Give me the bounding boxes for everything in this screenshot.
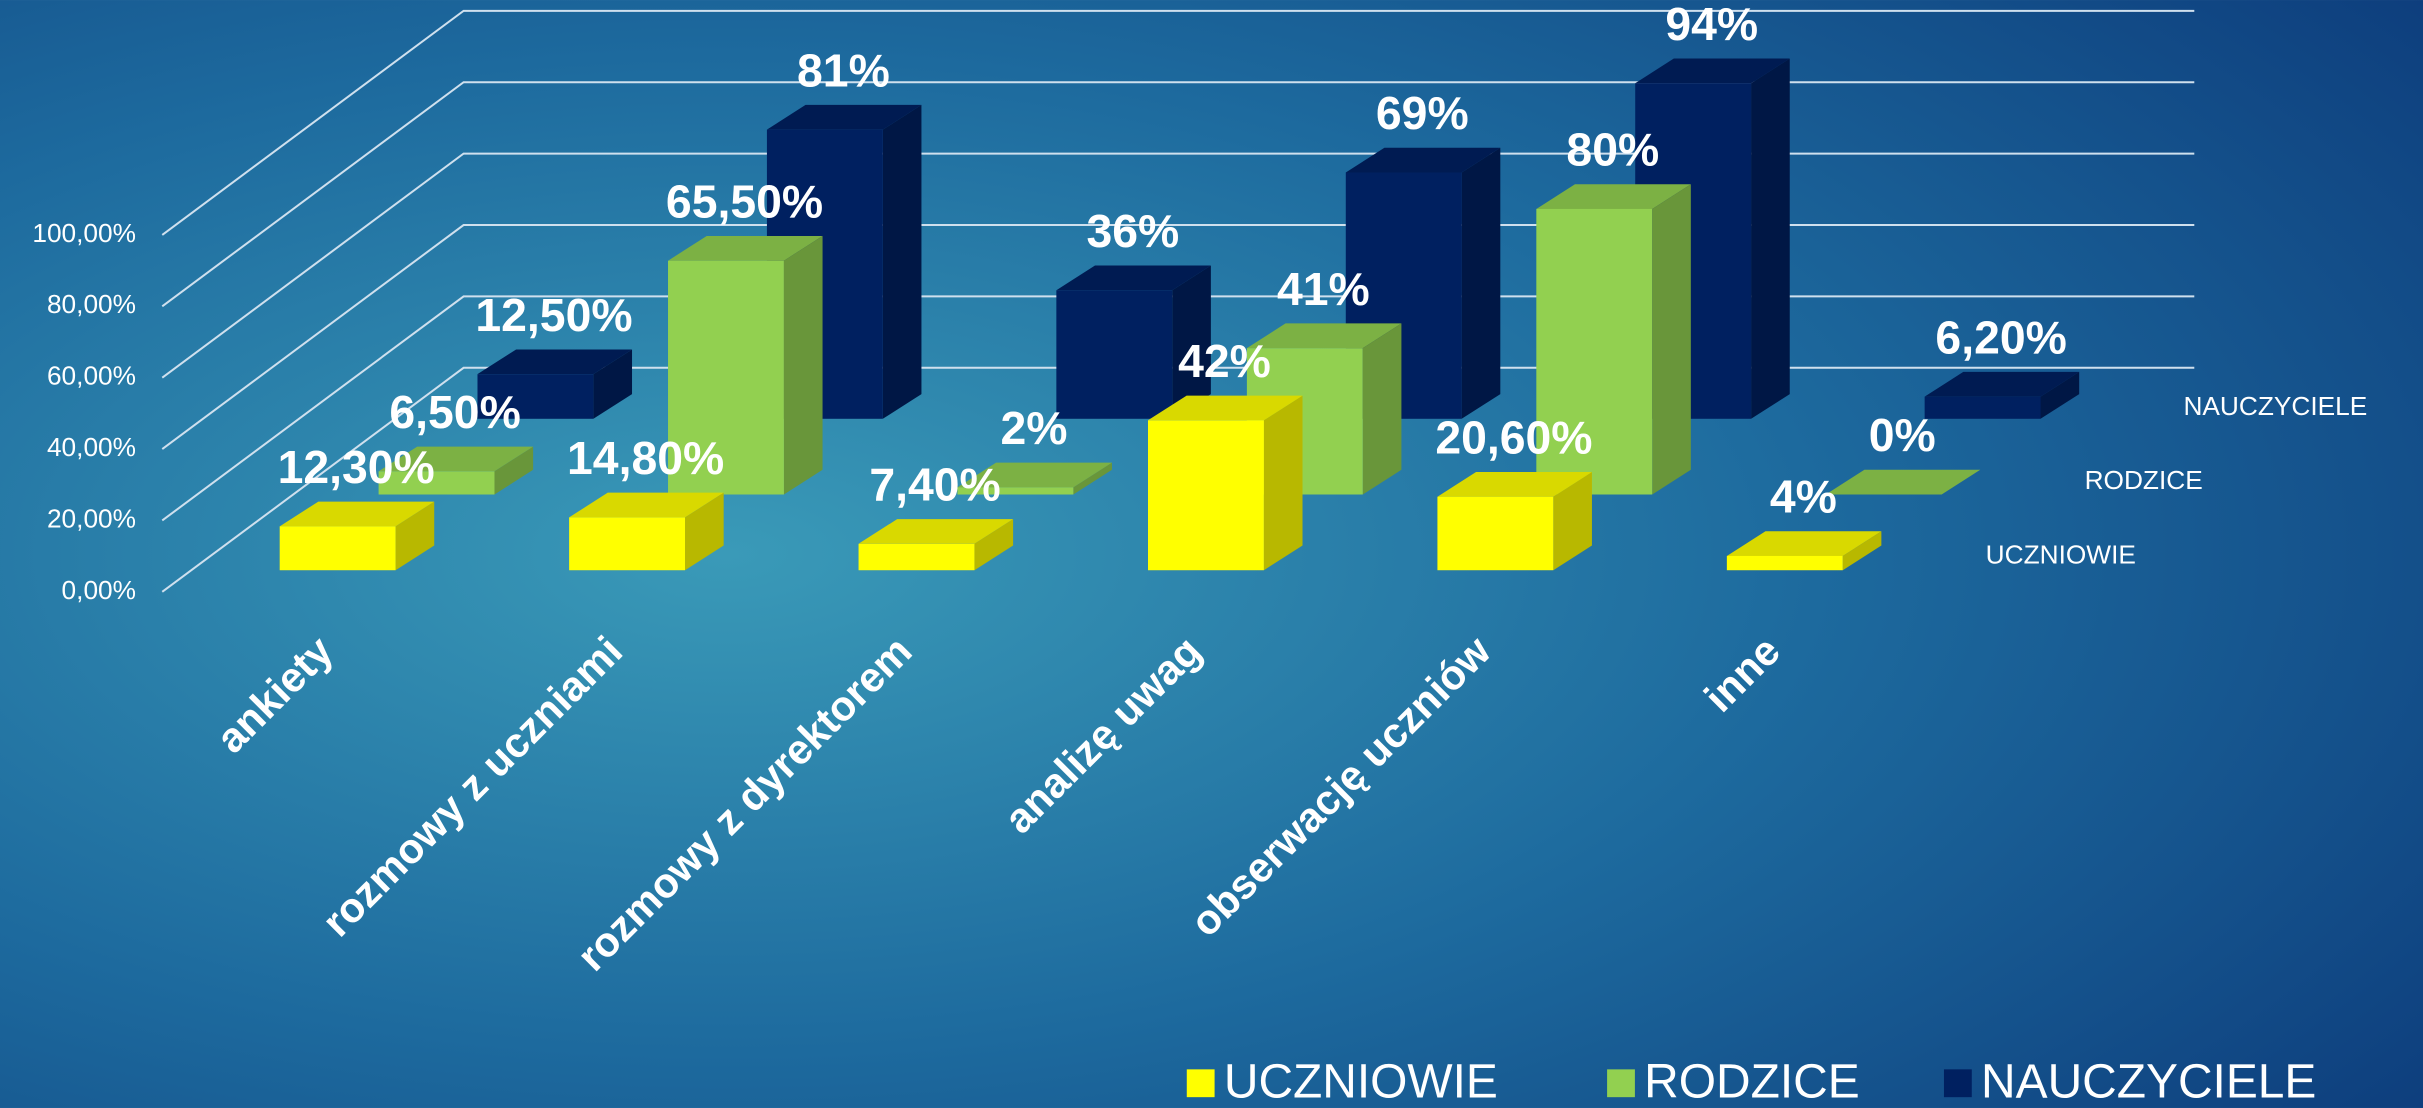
- legend-label: UCZNIOWIE: [1224, 1055, 1498, 1108]
- data-label: 0%: [1869, 409, 1936, 461]
- data-label: 94%: [1665, 0, 1758, 50]
- bar: [279, 526, 396, 571]
- data-label: 80%: [1566, 124, 1659, 176]
- bar-side: [1172, 265, 1211, 419]
- bar: [378, 471, 495, 495]
- bar: [1147, 420, 1264, 571]
- y-tick-label: 0,00%: [62, 575, 136, 605]
- bar-top: [1246, 323, 1402, 349]
- bar: [1437, 496, 1554, 571]
- grid-line: [161, 81, 2195, 308]
- data-label: 14,80%: [567, 432, 724, 484]
- data-label: 69%: [1376, 87, 1469, 139]
- bar-top: [668, 235, 823, 261]
- bar-top: [957, 462, 1112, 488]
- y-tick-label: 20,00%: [47, 503, 136, 533]
- bar-side: [685, 492, 724, 571]
- bar-top: [1536, 184, 1691, 209]
- bar-top: [1635, 58, 1790, 84]
- bar-side: [593, 349, 633, 419]
- data-label: 81%: [797, 44, 890, 96]
- bar-side: [1073, 462, 1112, 495]
- y-tick-label: 80,00%: [47, 289, 136, 319]
- data-label: 6,20%: [1935, 311, 2066, 363]
- grid-line: [161, 9, 2195, 236]
- bar-side: [1842, 531, 1882, 571]
- depth-label: NAUCZYCIELE: [2183, 391, 2367, 421]
- bar: [1924, 396, 2041, 419]
- depth-label: RODZICE: [2085, 465, 2203, 495]
- bar-side: [1263, 395, 1303, 571]
- legend-swatch: [1943, 1069, 1972, 1098]
- data-label: 12,30%: [278, 441, 435, 493]
- data-label: 2%: [1000, 402, 1067, 454]
- bar: [569, 517, 686, 571]
- bar: [1536, 208, 1653, 495]
- bar-side: [1751, 58, 1790, 419]
- bar: [957, 487, 1074, 495]
- legend-label: RODZICE: [1644, 1055, 1860, 1108]
- bar-side: [1652, 184, 1691, 495]
- data-label: 4%: [1770, 471, 1837, 523]
- data-label: 36%: [1086, 205, 1179, 257]
- bar: [1056, 290, 1173, 419]
- bar-top: [569, 492, 724, 518]
- legend-swatch: [1607, 1069, 1635, 1098]
- bar-side: [1553, 471, 1592, 571]
- bar-top: [1825, 469, 1981, 495]
- y-tick-label: 60,00%: [47, 361, 136, 391]
- data-label: 42%: [1178, 335, 1271, 387]
- bar-top: [1726, 531, 1882, 556]
- bar-top: [858, 519, 1014, 544]
- bar: [477, 374, 594, 419]
- bar-top: [1924, 371, 2080, 397]
- legend-label: NAUCZYCIELE: [1981, 1055, 2316, 1108]
- bar-top: [477, 349, 633, 375]
- bar-side: [783, 235, 823, 495]
- legend-swatch: [1186, 1069, 1215, 1098]
- bar-top: [1056, 265, 1211, 291]
- data-label: 41%: [1277, 263, 1370, 315]
- grid-line: [161, 152, 2195, 379]
- bar-top: [279, 501, 435, 527]
- data-label: 12,50%: [475, 289, 632, 341]
- bar-side: [1362, 323, 1402, 495]
- bar-side: [494, 446, 534, 495]
- y-tick-label: 40,00%: [47, 432, 136, 462]
- bar: [858, 543, 975, 571]
- bar-side: [974, 519, 1014, 571]
- bar-side: [1461, 147, 1501, 419]
- bar-side: [395, 501, 435, 571]
- bar-top: [378, 446, 534, 472]
- bar-top: [766, 104, 922, 130]
- depth-label: UCZNIOWIE: [1986, 539, 2136, 569]
- bar-side: [882, 104, 922, 419]
- data-label: 7,40%: [869, 458, 1000, 510]
- bar-side: [2040, 371, 2080, 419]
- bar-top: [1147, 395, 1303, 421]
- bar: [1726, 555, 1843, 571]
- bar-top: [1345, 147, 1501, 173]
- y-tick-label: 100,00%: [32, 218, 136, 248]
- data-label: 20,60%: [1435, 411, 1592, 463]
- data-label: 65,50%: [666, 175, 823, 227]
- data-label: 6,50%: [389, 386, 520, 438]
- bar: [668, 260, 784, 495]
- bar-top: [1437, 471, 1592, 497]
